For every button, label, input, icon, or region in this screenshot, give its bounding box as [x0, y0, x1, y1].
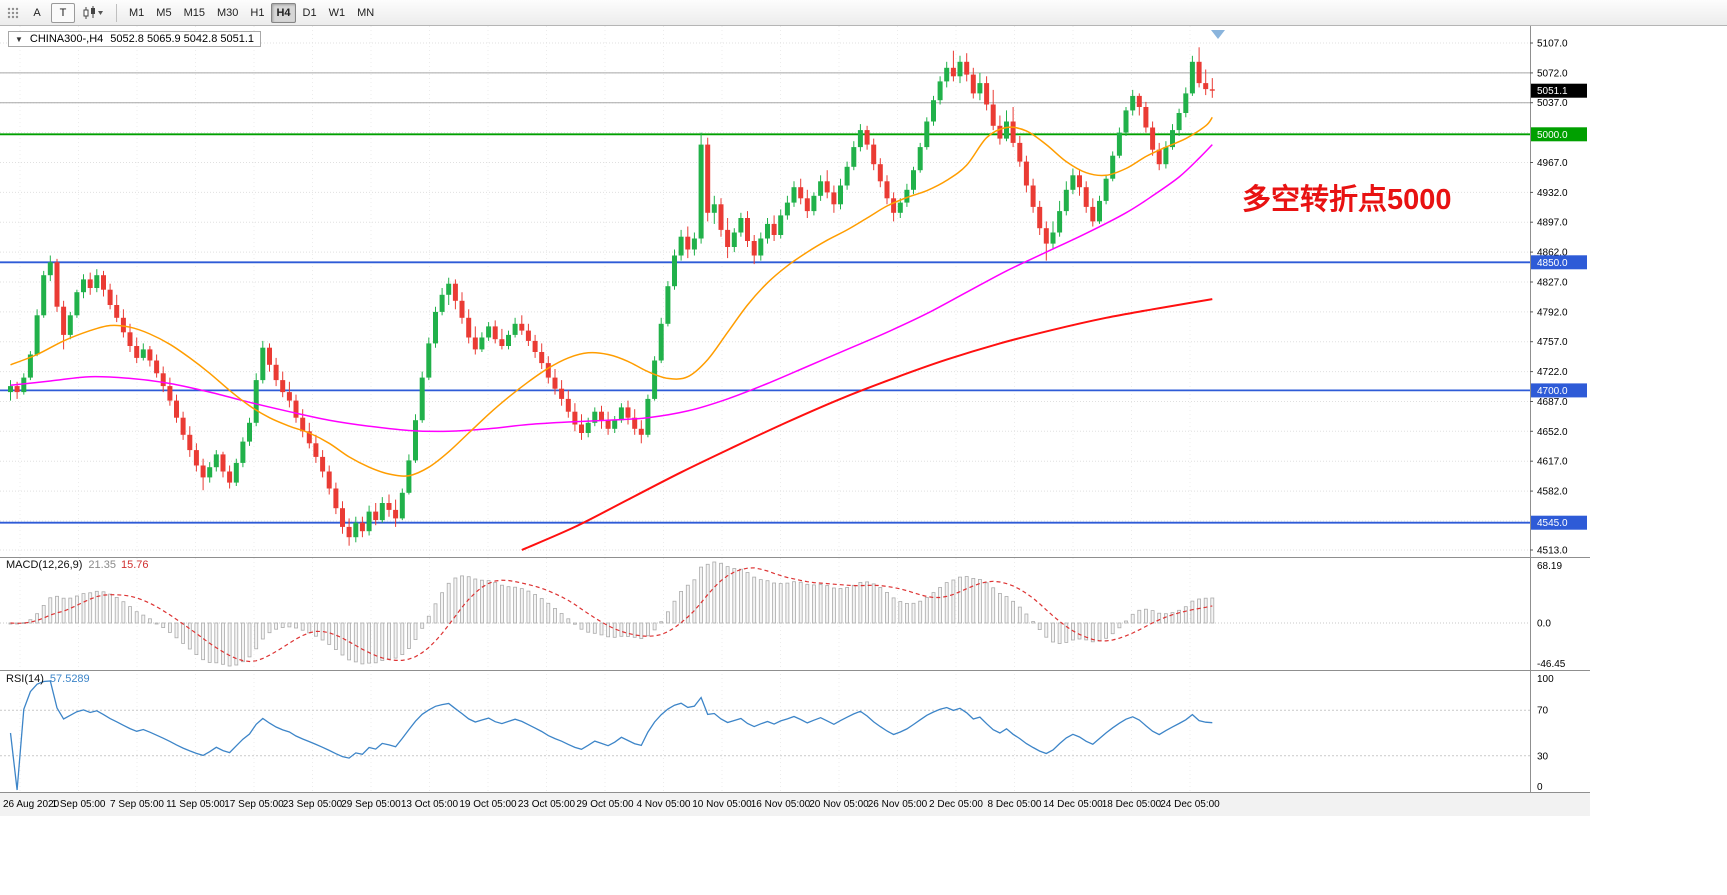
chart-annotation-text[interactable]: 多空转折点5000 — [1242, 184, 1452, 216]
last-price-box — [1531, 83, 1587, 98]
time-axis-strip — [0, 792, 1590, 816]
svg-text:4687.0: 4687.0 — [1537, 397, 1568, 408]
svg-text:17 Sep 05:00: 17 Sep 05:00 — [224, 799, 284, 810]
symbol-title: CHINA300-,H4 — [29, 33, 104, 45]
svg-text:4932.0: 4932.0 — [1537, 188, 1568, 199]
svg-text:5000.0: 5000.0 — [1537, 130, 1568, 141]
svg-text:5037.0: 5037.0 — [1537, 98, 1568, 109]
svg-text:4545.0: 4545.0 — [1537, 518, 1568, 529]
svg-text:4 Nov 05:00: 4 Nov 05:00 — [637, 799, 691, 810]
macd-name: MACD(12,26,9) — [6, 559, 83, 571]
symbol-info-box: ▼ CHINA300-,H4 5052.8 5065.9 5042.8 5051… — [8, 31, 262, 47]
svg-text:4792.0: 4792.0 — [1537, 307, 1568, 318]
moving-averages-layer — [10, 116, 1213, 551]
chart-canvas[interactable]: 5107.0 5072.0 5037.0 4967.0 4932.0 4897.0 4862… — [0, 26, 1590, 816]
svg-text:19 Oct 05:00: 19 Oct 05:00 — [459, 799, 517, 810]
svg-text:4700.0: 4700.0 — [1537, 386, 1568, 397]
svg-text:16 Nov 05:00: 16 Nov 05:00 — [751, 799, 811, 810]
svg-text:-46.45: -46.45 — [1537, 659, 1566, 670]
price-axis-labels: 5107.0 5072.0 5037.0 4967.0 4932.0 4897.0 4862… — [1530, 39, 1587, 793]
svg-text:100: 100 — [1537, 674, 1554, 685]
svg-text:18 Dec 05:00: 18 Dec 05:00 — [1102, 799, 1162, 810]
rsi-indicator-label: RSI(14) 57.5289 — [6, 673, 90, 685]
toolbar-separator — [116, 3, 117, 22]
timeframe-m15-button[interactable]: M15 — [179, 3, 210, 23]
svg-text:8 Dec 05:00: 8 Dec 05:00 — [988, 799, 1042, 810]
svg-text:5051.1: 5051.1 — [1537, 86, 1568, 97]
timeframe-mn-button[interactable]: MN — [352, 3, 379, 23]
macd-signal-value: 15.76 — [120, 559, 149, 571]
price-axis-strip — [1530, 26, 1590, 792]
svg-text:4827.0: 4827.0 — [1537, 278, 1568, 289]
grid-layer — [0, 26, 1530, 792]
svg-text:23 Sep 05:00: 23 Sep 05:00 — [283, 799, 343, 810]
svg-text:1 Sep 05:00: 1 Sep 05:00 — [52, 799, 106, 810]
chart-type-button[interactable] — [77, 3, 109, 23]
timeframe-d1-button[interactable]: D1 — [298, 3, 322, 23]
svg-text:4850.0: 4850.0 — [1537, 258, 1568, 269]
svg-text:5072.0: 5072.0 — [1537, 68, 1568, 79]
timeframe-m30-button[interactable]: M30 — [212, 3, 243, 23]
chart-shift-marker — [1211, 30, 1225, 39]
svg-text:4582.0: 4582.0 — [1537, 487, 1568, 498]
svg-text:4897.0: 4897.0 — [1537, 218, 1568, 229]
svg-text:0: 0 — [1537, 782, 1543, 793]
svg-text:68.19: 68.19 — [1537, 561, 1562, 572]
svg-text:4513.0: 4513.0 — [1537, 546, 1568, 557]
ohlc-values: 5052.8 5065.9 5042.8 5051.1 — [110, 33, 255, 45]
rsi-value: 57.5289 — [49, 673, 90, 685]
svg-text:0.0: 0.0 — [1537, 619, 1551, 630]
ma-orange-fast — [10, 116, 1213, 477]
svg-text:20 Nov 05:00: 20 Nov 05:00 — [809, 799, 869, 810]
toolbar: A T M1 M5 M15 M30 H1 H4 D1 W1 MN — [0, 0, 1727, 26]
svg-text:14 Dec 05:00: 14 Dec 05:00 — [1043, 799, 1103, 810]
svg-text:4757.0: 4757.0 — [1537, 337, 1568, 348]
macd-main-value: 21.35 — [88, 559, 116, 571]
macd-layer — [0, 561, 1530, 667]
svg-text:4652.0: 4652.0 — [1537, 427, 1568, 438]
ma-magenta-mid — [10, 144, 1213, 433]
cursor-a-tool-button[interactable]: A — [25, 3, 49, 23]
rsi-name: RSI(14) — [6, 673, 44, 685]
candlestick-chart-icon — [83, 5, 103, 19]
dropdown-caret-icon — [98, 10, 103, 15]
svg-text:4617.0: 4617.0 — [1537, 457, 1568, 468]
timeframe-m5-button[interactable]: M5 — [151, 3, 176, 23]
text-tool-button[interactable]: T — [51, 2, 75, 23]
rsi-layer — [0, 680, 1530, 791]
timeframe-h4-button[interactable]: H4 — [271, 2, 296, 23]
svg-text:13 Oct 05:00: 13 Oct 05:00 — [401, 799, 459, 810]
macd-signal-line — [10, 567, 1213, 663]
svg-text:30: 30 — [1537, 751, 1549, 762]
svg-text:5107.0: 5107.0 — [1537, 39, 1568, 50]
svg-text:70: 70 — [1537, 706, 1549, 717]
macd-indicator-label: MACD(12,26,9) 21.35 15.76 — [6, 559, 148, 571]
timeframe-w1-button[interactable]: W1 — [324, 3, 351, 23]
svg-text:26 Aug 2020: 26 Aug 2020 — [3, 799, 60, 810]
svg-text:4722.0: 4722.0 — [1537, 367, 1568, 378]
svg-text:4862.0: 4862.0 — [1537, 248, 1568, 259]
svg-text:29 Sep 05:00: 29 Sep 05:00 — [341, 799, 401, 810]
candles-layer — [8, 47, 1215, 546]
svg-text:11 Sep 05:00: 11 Sep 05:00 — [166, 799, 225, 810]
svg-text:7 Sep 05:00: 7 Sep 05:00 — [110, 799, 164, 810]
svg-text:10 Nov 05:00: 10 Nov 05:00 — [692, 799, 752, 810]
svg-text:29 Oct 05:00: 29 Oct 05:00 — [576, 799, 634, 810]
toolbar-grip-icon[interactable] — [3, 3, 23, 23]
timeframe-m1-button[interactable]: M1 — [124, 3, 149, 23]
svg-text:2 Dec 05:00: 2 Dec 05:00 — [929, 799, 983, 810]
collapse-arrow-icon[interactable]: ▼ — [15, 34, 23, 44]
rsi-line — [9, 680, 1213, 791]
ma-red-slow — [521, 298, 1213, 551]
svg-text:26 Nov 05:00: 26 Nov 05:00 — [868, 799, 928, 810]
timeframe-h1-button[interactable]: H1 — [245, 3, 269, 23]
svg-text:4967.0: 4967.0 — [1537, 158, 1568, 169]
svg-text:23 Oct 05:00: 23 Oct 05:00 — [518, 799, 576, 810]
svg-text:24 Dec 05:00: 24 Dec 05:00 — [1160, 799, 1220, 810]
